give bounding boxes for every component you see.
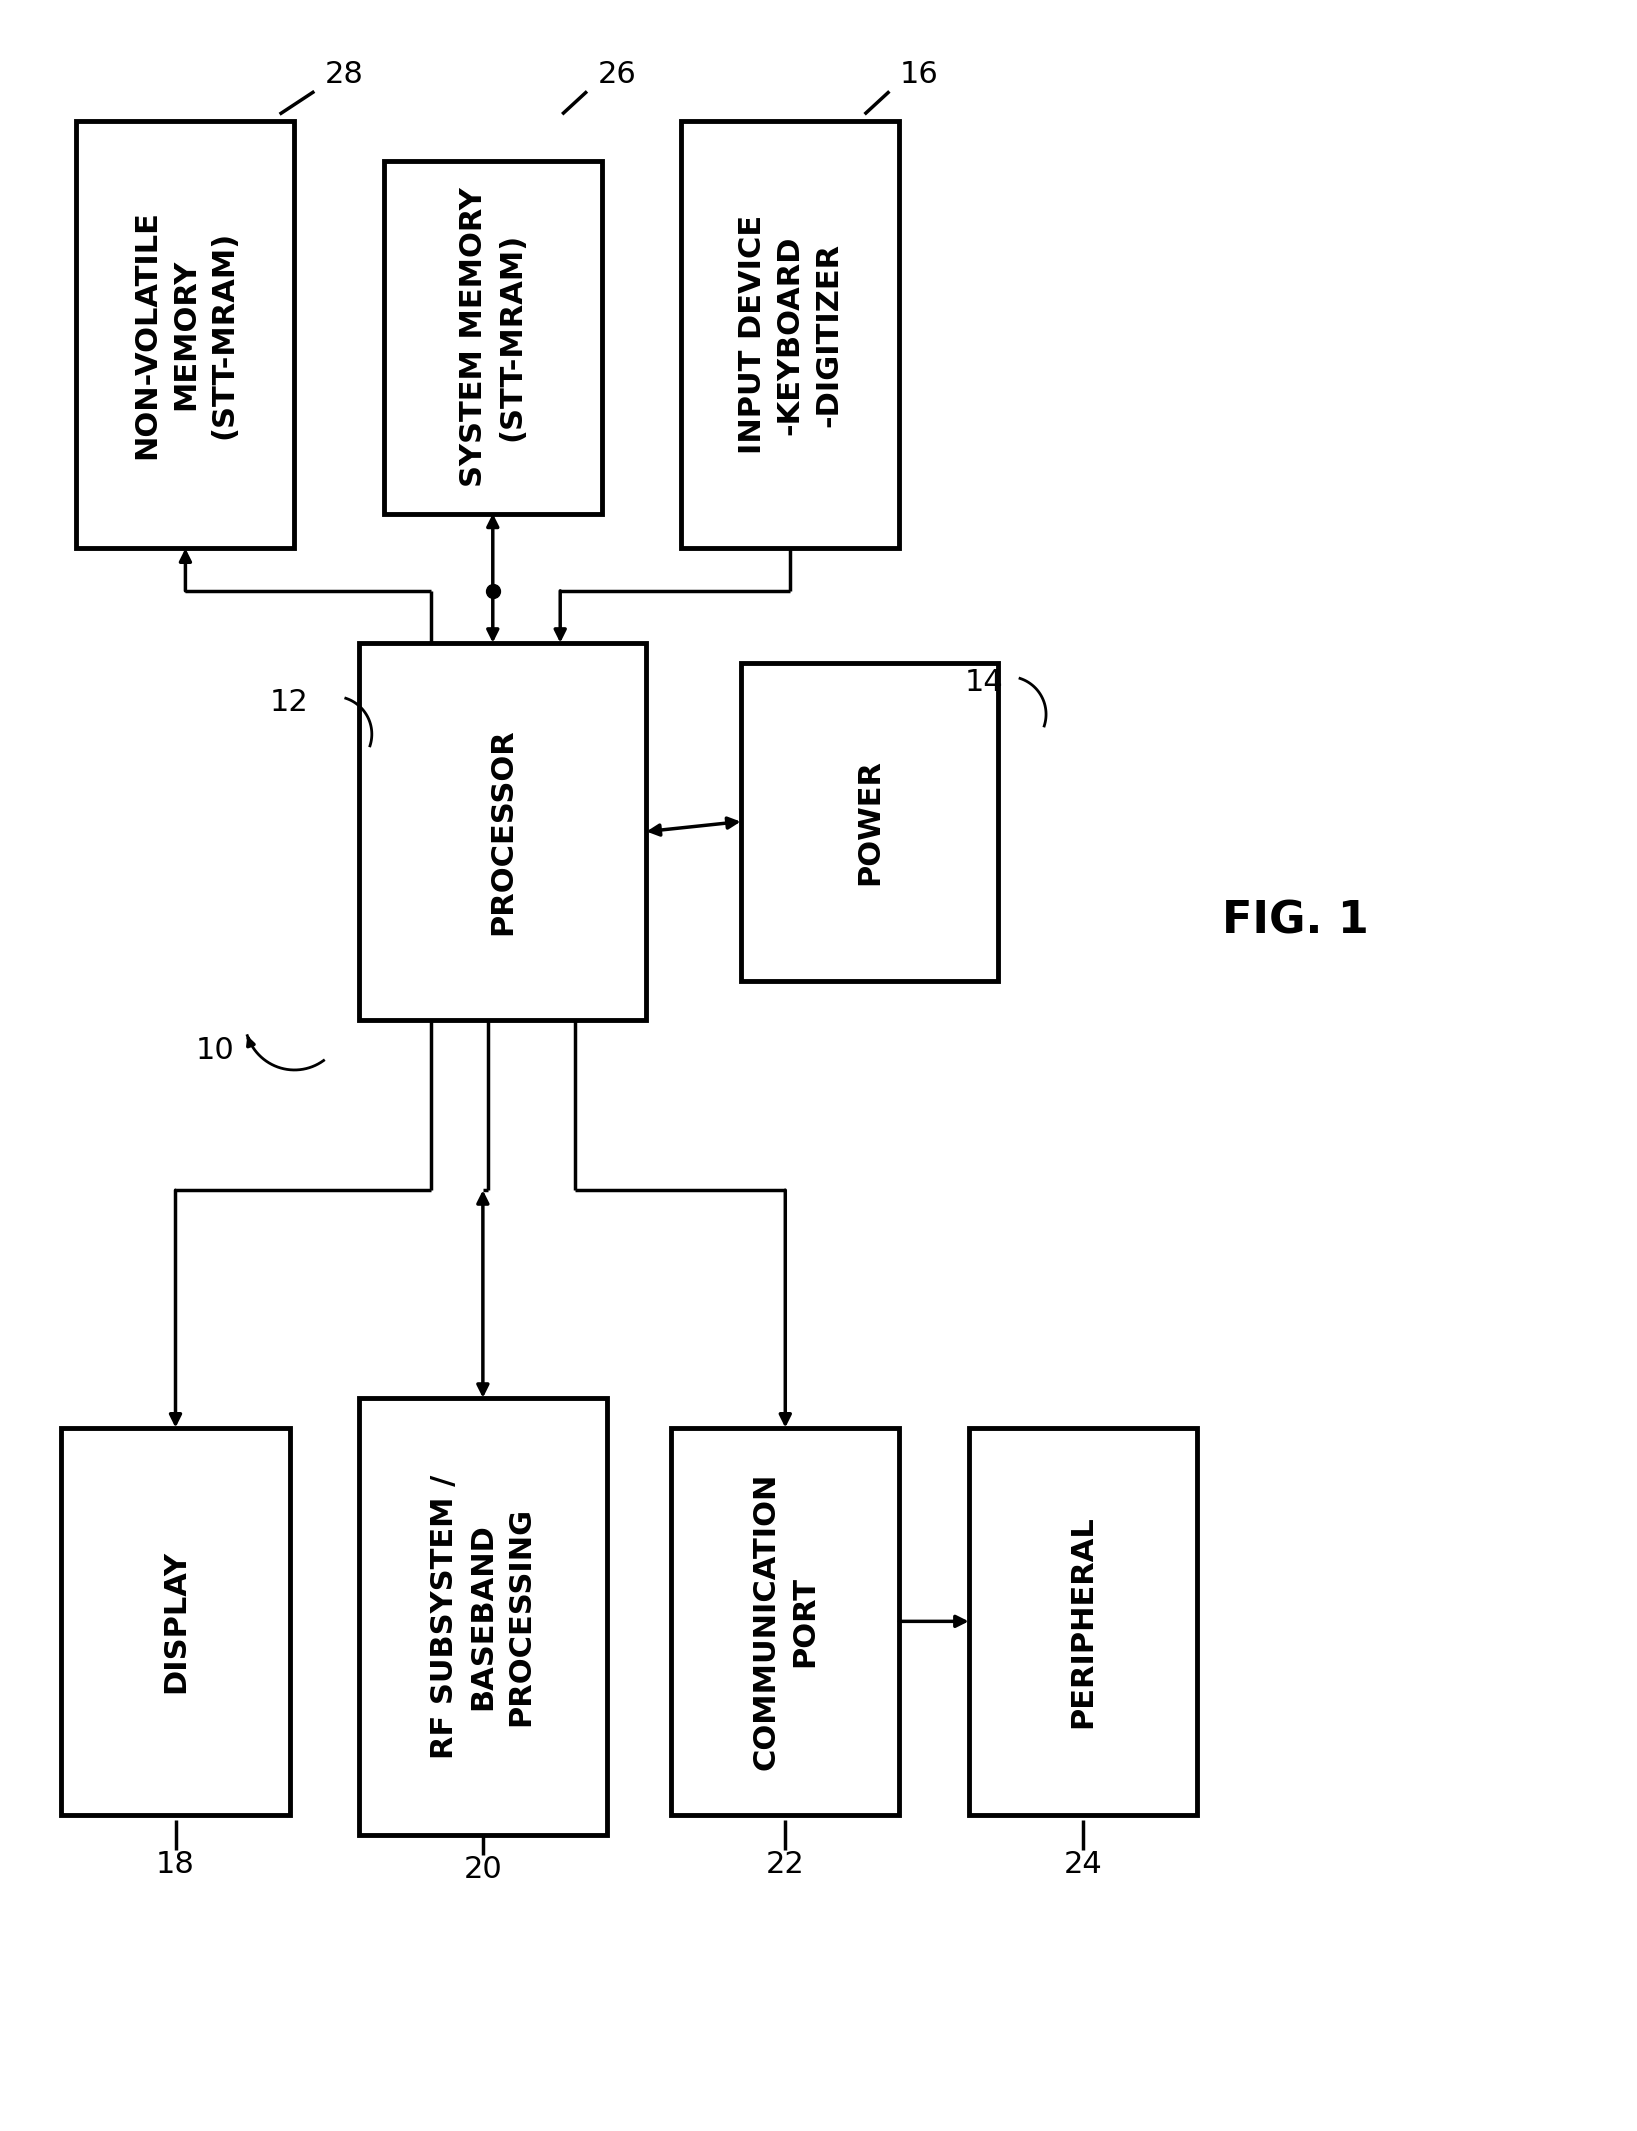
Text: RF SUBSYSTEM /
BASEBAND
PROCESSING: RF SUBSYSTEM / BASEBAND PROCESSING (431, 1475, 535, 1758)
Bar (383, 162, 602, 514)
Bar (969, 1428, 1197, 1816)
FancyArrowPatch shape (180, 552, 190, 590)
Text: 24: 24 (1064, 1850, 1102, 1880)
Bar (740, 663, 999, 980)
Bar (77, 121, 295, 548)
FancyArrowPatch shape (555, 590, 565, 639)
FancyArrowPatch shape (170, 1191, 180, 1424)
Text: INPUT DEVICE
-KEYBOARD
-DIGITIZER: INPUT DEVICE -KEYBOARD -DIGITIZER (738, 215, 843, 454)
Bar (681, 121, 899, 548)
FancyArrowPatch shape (781, 1191, 791, 1424)
Text: 16: 16 (900, 60, 938, 90)
Text: 14: 14 (964, 667, 1003, 697)
Bar (359, 644, 647, 1021)
Bar (359, 1398, 607, 1835)
Text: 20: 20 (463, 1856, 503, 1884)
FancyArrowPatch shape (899, 1615, 964, 1626)
FancyArrowPatch shape (488, 518, 498, 639)
Text: SYSTEM MEMORY
(STT-MRAM): SYSTEM MEMORY (STT-MRAM) (460, 188, 527, 488)
Text: PROCESSOR: PROCESSOR (488, 729, 517, 936)
Text: 18: 18 (156, 1850, 195, 1880)
Text: 10: 10 (196, 1036, 234, 1066)
Text: 26: 26 (598, 60, 637, 90)
Text: COMMUNICATION
PORT: COMMUNICATION PORT (751, 1473, 818, 1771)
Text: 22: 22 (766, 1850, 805, 1880)
FancyArrowPatch shape (650, 818, 737, 835)
Bar (62, 1428, 290, 1816)
FancyArrowPatch shape (478, 1193, 488, 1394)
Text: PERIPHERAL: PERIPHERAL (1069, 1515, 1097, 1728)
Text: 28: 28 (324, 60, 363, 90)
Text: 12: 12 (270, 688, 309, 716)
FancyArrowPatch shape (247, 1038, 254, 1046)
Text: DISPLAY: DISPLAY (160, 1549, 190, 1692)
Text: POWER: POWER (855, 759, 884, 884)
Bar (671, 1428, 899, 1816)
Text: NON-VOLATILE
MEMORY
(STT-MRAM): NON-VOLATILE MEMORY (STT-MRAM) (133, 211, 237, 460)
Text: FIG. 1: FIG. 1 (1223, 899, 1370, 942)
